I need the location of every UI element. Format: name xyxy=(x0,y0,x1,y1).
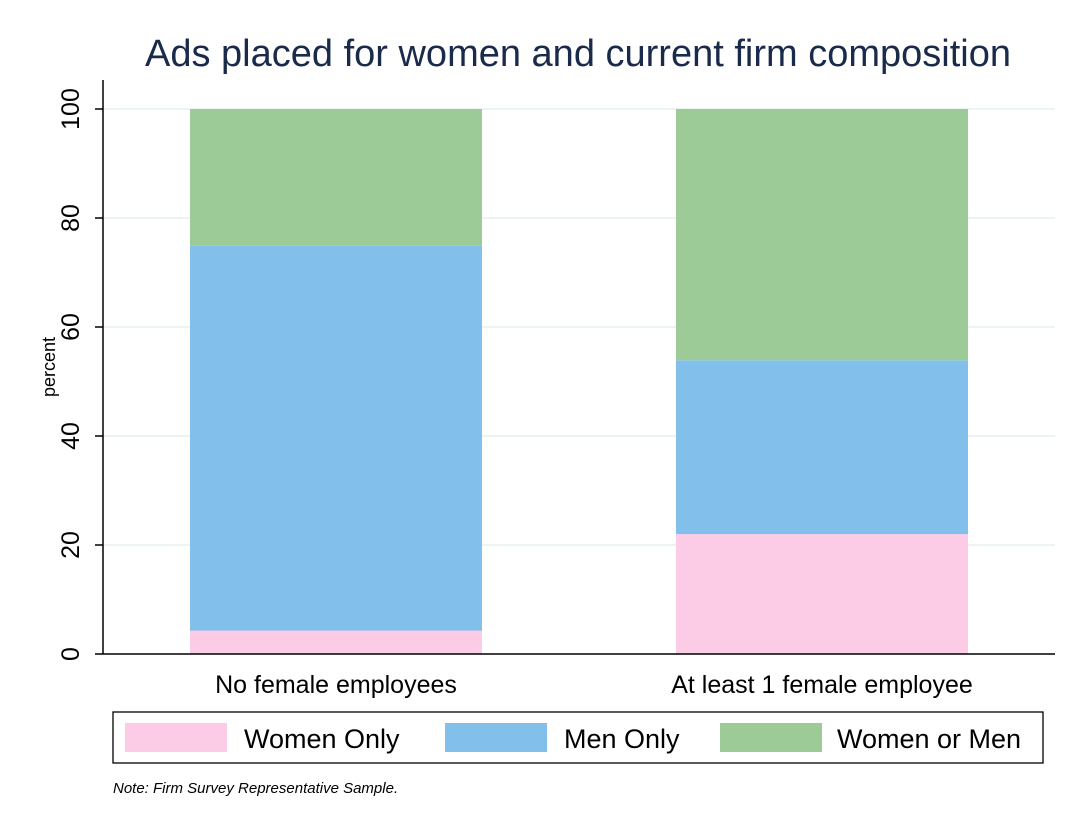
y-tick-labels: 0 20 40 60 80 100 xyxy=(57,88,85,661)
y-axis-title: percent xyxy=(39,337,59,397)
chart-title: Ads placed for women and current firm co… xyxy=(145,33,1011,75)
x-tick-label: At least 1 female employee xyxy=(671,671,973,699)
legend-box xyxy=(112,711,1044,764)
bar-segment xyxy=(676,360,968,535)
legend-swatch xyxy=(720,723,822,752)
y-tick-label: 60 xyxy=(57,313,85,341)
x-tick-label: No female employees xyxy=(215,671,457,699)
y-tick-label: 100 xyxy=(57,88,85,130)
bars xyxy=(190,109,968,654)
legend-label: Men Only xyxy=(564,724,680,754)
bar-segment xyxy=(676,534,968,654)
legend-swatch xyxy=(125,723,227,752)
y-tick-label: 20 xyxy=(57,531,85,559)
bar-segment xyxy=(190,109,482,246)
y-tick-label: 40 xyxy=(57,422,85,450)
bar-segment xyxy=(676,109,968,361)
legend: Women Only Men Only Women or Men xyxy=(112,711,1044,764)
legend-swatch xyxy=(445,723,547,752)
legend-label: Women or Men xyxy=(837,724,1021,754)
bar-segment xyxy=(190,245,482,631)
legend-items: Women Only Men Only Women or Men xyxy=(125,723,1021,754)
axes xyxy=(95,80,1055,655)
legend-label: Women Only xyxy=(244,724,400,754)
bar-segment xyxy=(190,630,482,654)
chart-note: Note: Firm Survey Representative Sample. xyxy=(113,780,398,797)
y-tick-label: 0 xyxy=(57,647,85,661)
x-tick-labels: No female employees At least 1 female emp… xyxy=(215,671,973,699)
y-tick-label: 80 xyxy=(57,204,85,232)
